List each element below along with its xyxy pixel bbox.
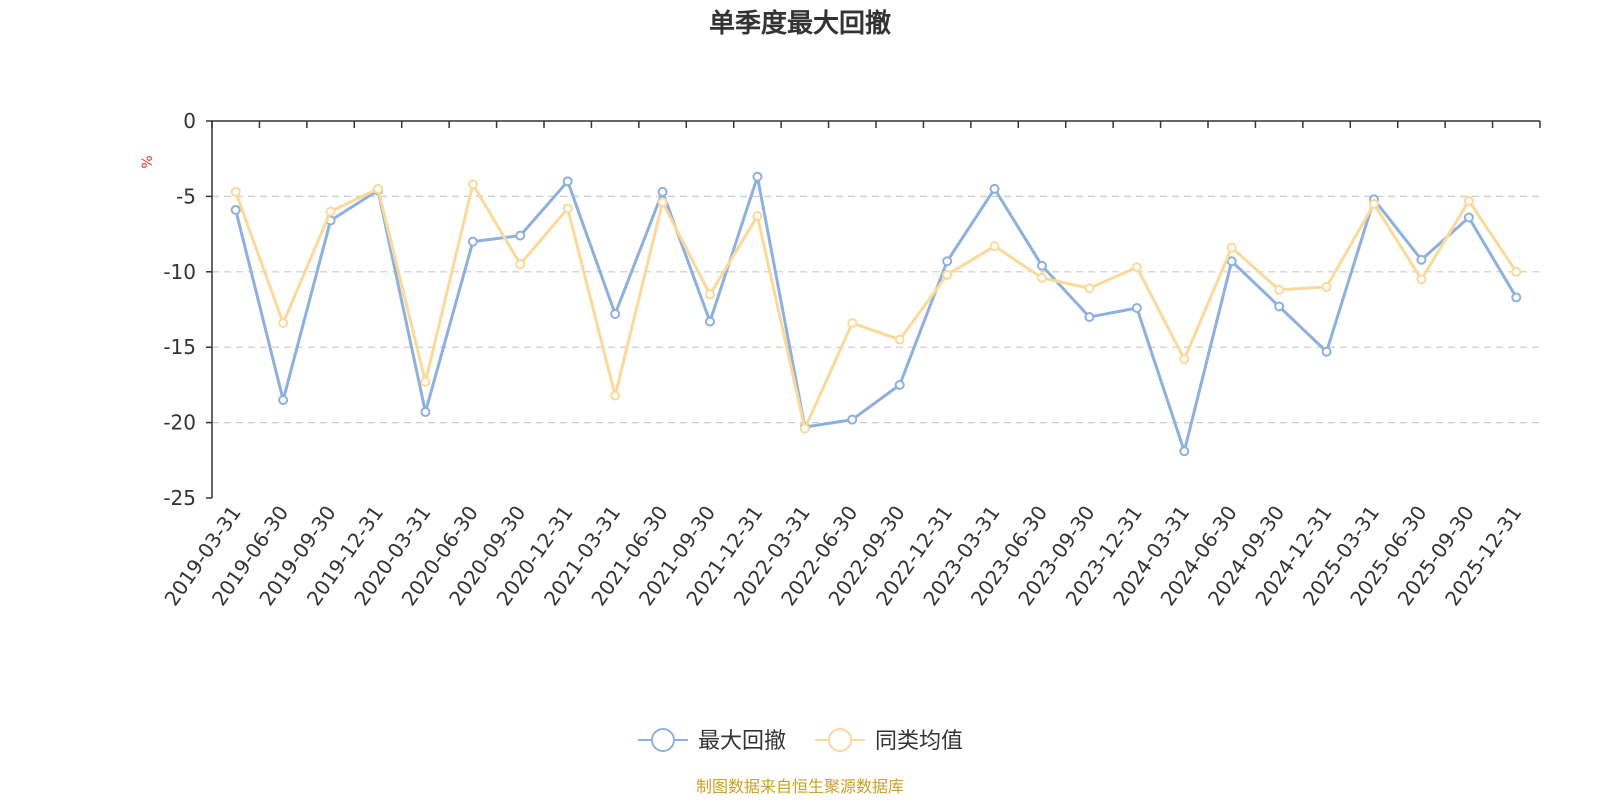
data-point	[278, 318, 289, 329]
series-line	[234, 175, 1518, 453]
data-point	[610, 309, 621, 320]
y-tick-label: -25	[163, 486, 196, 510]
legend-item-2[interactable]: 同类均值	[815, 728, 963, 754]
data-point	[1179, 354, 1190, 365]
data-point	[799, 423, 810, 434]
data-point	[1416, 274, 1427, 285]
y-tick-label: -5	[176, 184, 196, 208]
data-point	[467, 179, 478, 190]
y-tick-label: -20	[163, 411, 196, 435]
data-point	[610, 390, 621, 401]
data-point	[657, 186, 668, 197]
data-point	[942, 269, 953, 280]
data-point	[1131, 302, 1142, 313]
series-2	[230, 179, 1522, 434]
data-point	[1274, 284, 1285, 295]
data-point	[1416, 254, 1427, 265]
series-1	[230, 171, 1522, 457]
data-point	[1084, 312, 1095, 323]
data-point	[1131, 262, 1142, 273]
data-point	[325, 206, 336, 217]
data-point	[562, 203, 573, 214]
data-point	[752, 171, 763, 182]
y-axis-unit: %	[140, 155, 156, 168]
data-point	[1463, 212, 1474, 223]
legend-label: 最大回撤	[698, 729, 786, 754]
legend-marker	[651, 728, 675, 752]
y-tick-label: -15	[163, 335, 196, 359]
data-point	[515, 230, 526, 241]
legend-item-1[interactable]: 最大回撤	[638, 728, 786, 754]
data-point	[989, 183, 1000, 194]
data-point	[230, 186, 241, 197]
data-point	[1369, 198, 1379, 209]
series-line	[234, 182, 1518, 431]
data-point	[847, 414, 858, 425]
data-point	[467, 236, 478, 247]
data-point	[942, 256, 953, 267]
data-point	[705, 289, 715, 300]
data-point	[562, 176, 573, 187]
data-point	[1511, 266, 1522, 277]
series-layer	[230, 171, 1522, 457]
data-point	[1179, 446, 1190, 457]
y-tick-label: 0	[183, 109, 196, 133]
data-point	[752, 211, 763, 222]
data-point	[989, 241, 1000, 252]
data-point	[657, 197, 668, 208]
data-point	[847, 318, 858, 329]
data-point	[1037, 260, 1047, 271]
data-point	[420, 407, 431, 418]
data-point	[1226, 242, 1237, 253]
data-point	[1226, 256, 1237, 267]
y-axis-ticks: 0 -5 -10 -15 -20 -25	[163, 109, 212, 510]
data-point	[278, 394, 289, 405]
data-point	[1321, 346, 1332, 357]
data-point	[1274, 301, 1285, 312]
data-point	[1463, 195, 1474, 206]
data-point	[420, 376, 431, 387]
legend-marker	[828, 728, 852, 752]
data-point	[1511, 292, 1522, 303]
legend-label: 同类均值	[875, 729, 963, 754]
data-point	[1321, 281, 1332, 292]
data-point	[515, 259, 526, 270]
data-point	[1037, 272, 1047, 283]
data-point	[373, 183, 383, 194]
y-tick-label: -10	[163, 260, 196, 284]
data-point	[1084, 283, 1095, 294]
source-note: 制图数据来自恒生聚源数据库	[696, 777, 904, 796]
data-point	[894, 334, 905, 345]
chart-title: 单季度最大回撤	[709, 8, 891, 39]
legend[interactable]: 最大回撤 同类均值	[638, 728, 963, 754]
data-point	[705, 316, 715, 327]
data-point	[230, 204, 241, 215]
data-point	[894, 379, 905, 390]
